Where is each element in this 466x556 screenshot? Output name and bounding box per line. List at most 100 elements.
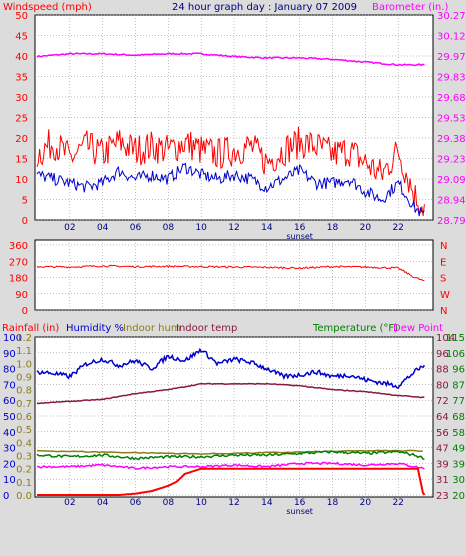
barometer-tick-label: 30.12 <box>437 32 466 43</box>
humidity-tick-label: 100 <box>3 333 22 344</box>
windspeed-tick-label: 10 <box>15 175 28 186</box>
compass-label: W <box>440 290 450 301</box>
windspeed-tick-label: 35 <box>15 73 28 84</box>
rain-tick-label: 0.2 <box>16 465 32 476</box>
x-tick-label: 10 <box>195 223 207 233</box>
temperature-line <box>36 450 425 461</box>
x-tick-label: 20 <box>360 223 372 233</box>
barometer-tick-label: 29.97 <box>437 52 466 63</box>
barometer-tick-label: 29.83 <box>437 73 466 84</box>
humidity-line <box>36 347 426 390</box>
indoor-humidity-line <box>36 449 423 456</box>
rain-tick-label: 0.4 <box>16 438 32 449</box>
indoor-temp-line <box>36 382 425 405</box>
indoor-temp-tick-label: 56 <box>436 428 449 439</box>
barometer-tick-label: 29.09 <box>437 175 466 186</box>
x-tick-label: 08 <box>163 498 175 508</box>
temperature-tick-label: 68 <box>452 412 465 423</box>
rain-humidity-panel <box>34 336 434 498</box>
x-tick-label: 16 <box>294 223 306 233</box>
indoor-temp-tick-label: 96 <box>436 349 449 360</box>
rainfall-axis-title: Rainfall (in) <box>2 323 59 334</box>
wind-direction-line <box>36 264 425 282</box>
humidity-tick-label: 60 <box>3 396 16 407</box>
rain-tick-label: 0.0 <box>16 491 32 502</box>
x-tick-label: 02 <box>64 223 75 233</box>
rainfall-line <box>37 467 426 496</box>
x-tick-label: 22 <box>392 223 403 233</box>
rain-tick-label: 1.2 <box>16 333 32 344</box>
x-tick-label: 18 <box>327 223 339 233</box>
direction-panel <box>34 239 434 311</box>
rain-tick-label: 0.1 <box>16 478 32 489</box>
windspeed-avg-line <box>36 162 425 217</box>
temperature-tick-label: 20 <box>452 491 465 502</box>
temperature-tick-label: 77 <box>452 396 465 407</box>
barometer-tick-label: 28.79 <box>437 216 466 227</box>
x-tick-label: 04 <box>97 223 109 233</box>
compass-label: N <box>440 306 447 317</box>
barometer-tick-label: 29.38 <box>437 134 466 145</box>
dew-point-line <box>36 461 425 470</box>
x-tick-label: 16 <box>294 498 306 508</box>
barometer-tick-label: 29.23 <box>437 155 466 166</box>
direction-tick-label: 270 <box>9 257 28 268</box>
indoor-temp-tick-label: 88 <box>436 365 449 376</box>
temperature-tick-label: 58 <box>452 428 465 439</box>
x-tick-label: 14 <box>261 223 273 233</box>
temperature-tick-label: 115 <box>446 333 465 344</box>
windspeed-tick-label: 5 <box>22 196 28 207</box>
temperature-tick-label: 106 <box>446 349 465 360</box>
windspeed-tick-label: 25 <box>15 114 28 125</box>
indoor-temp-tick-label: 64 <box>436 412 449 423</box>
windspeed-tick-label: 40 <box>15 52 28 63</box>
rain-tick-label: 1.1 <box>16 346 32 357</box>
indoor-temp-tick-label: 47 <box>436 444 449 455</box>
barometer-tick-label: 30.27 <box>437 11 466 22</box>
dew-point-axis-title: Dew Point <box>393 323 443 334</box>
barometer-tick-label: 29.53 <box>437 114 466 125</box>
windspeed-tick-label: 15 <box>15 155 28 166</box>
humidity-tick-label: 90 <box>3 349 16 360</box>
wind-barometer-plot: 02 04 06 08 10 12 14 16 18 20 22 sunset 0 5 10 15 20 25 30… <box>15 11 465 241</box>
direction-tick-label: 90 <box>15 290 28 301</box>
humidity-tick-label: 80 <box>3 365 16 376</box>
rain-tick-label: 0.6 <box>16 412 32 423</box>
indoor-temp-axis-title: Indoor temp <box>176 323 237 334</box>
humidity-tick-label: 0 <box>3 491 9 502</box>
rain-humidity-temp-plot: 02 04 06 08 10 12 14 16 18 20 22 sunset 0 10 20 30 40 50 6… <box>3 333 465 516</box>
rain-tick-label: 1.0 <box>16 359 32 370</box>
direction-tick-label: 180 <box>9 274 28 285</box>
compass-label: S <box>440 274 446 285</box>
windspeed-tick-label: 30 <box>15 93 28 104</box>
barometer-tick-label: 29.68 <box>437 93 466 104</box>
x-sunset-label: sunset <box>286 507 313 516</box>
indoor-temp-tick-label: 39 <box>436 459 449 470</box>
x-tick-label: 08 <box>163 223 175 233</box>
x-tick-label: 06 <box>130 498 142 508</box>
x-tick-label: 20 <box>360 498 372 508</box>
windspeed-axis-title: Windspeed (mph) <box>3 2 92 13</box>
rain-tick-label: 0.9 <box>16 373 32 384</box>
rain-tick-label: 0.3 <box>16 452 32 463</box>
windspeed-gust-line <box>36 126 425 216</box>
temperature-tick-label: 39 <box>452 459 465 470</box>
x-tick-label: 14 <box>261 498 273 508</box>
humidity-tick-label: 50 <box>3 412 16 423</box>
compass-label: N <box>440 241 447 252</box>
indoor-temp-tick-label: 23 <box>436 491 449 502</box>
rain-tick-label: 0.7 <box>16 399 32 410</box>
direction-tick-label: 0 <box>22 306 28 317</box>
temperature-tick-label: 30 <box>452 475 465 486</box>
compass-label: E <box>440 257 446 268</box>
humidity-tick-label: 40 <box>3 428 16 439</box>
indoor-hum-axis-title: Indoor hum <box>123 323 181 334</box>
barometer-tick-label: 28.94 <box>437 196 466 207</box>
graph-title: 24 hour graph day : January 07 2009 <box>172 2 357 13</box>
x-tick-label: 12 <box>228 498 239 508</box>
humidity-axis-title: Humidity % <box>66 323 124 334</box>
indoor-temp-tick-label: 31 <box>436 475 449 486</box>
x-tick-label: 22 <box>392 498 403 508</box>
temperature-tick-label: 49 <box>452 444 465 455</box>
